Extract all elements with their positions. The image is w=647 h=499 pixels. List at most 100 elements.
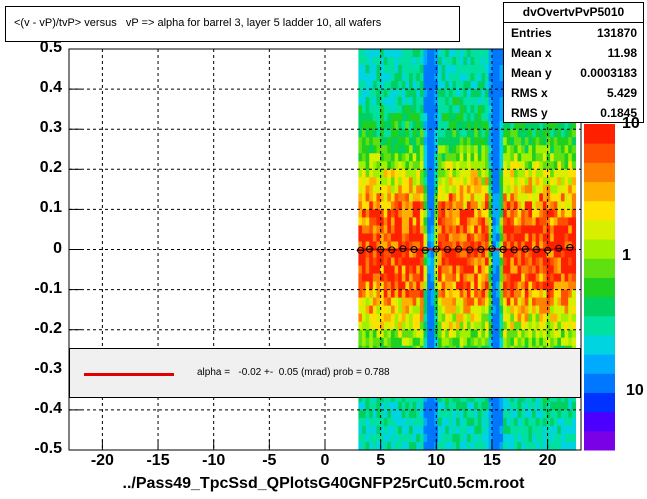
heatmap-cell xyxy=(398,329,403,339)
heatmap-cell xyxy=(401,57,407,66)
heatmap-cell xyxy=(398,241,403,251)
heatmap-cell xyxy=(474,121,479,130)
heatmap-cell xyxy=(477,313,482,323)
heatmap-cell xyxy=(571,433,577,443)
heatmap-cell xyxy=(503,209,508,219)
heatmap-cell xyxy=(448,177,454,186)
heatmap-cell xyxy=(394,89,399,98)
heatmap-cell xyxy=(535,329,540,339)
heatmap-cell xyxy=(564,121,569,130)
heatmap-cell xyxy=(503,217,508,227)
heatmap-cell xyxy=(445,89,450,98)
heatmap-cell xyxy=(459,105,464,114)
heatmap-cell xyxy=(532,233,537,243)
heatmap-cell xyxy=(488,97,493,106)
profile-point xyxy=(510,246,518,254)
heatmap-cell xyxy=(423,137,428,146)
heatmap-cell xyxy=(372,233,378,243)
heatmap-cell xyxy=(445,145,450,154)
heatmap-cell xyxy=(394,297,399,307)
heatmap-cell xyxy=(416,433,421,443)
heatmap-cell xyxy=(510,161,515,170)
heatmap-cell xyxy=(521,121,526,130)
heatmap-cell xyxy=(506,169,511,178)
heatmap-cell xyxy=(459,129,464,138)
heatmap-cell xyxy=(430,185,435,194)
heatmap-cell xyxy=(362,305,367,315)
heatmap-cell xyxy=(513,121,519,130)
heatmap-cell xyxy=(528,225,533,235)
heatmap-cell xyxy=(532,273,537,283)
heatmap-cell xyxy=(445,57,450,66)
heatmap-cell xyxy=(466,169,472,178)
heatmap-cell xyxy=(459,441,464,451)
heatmap-cell xyxy=(401,121,407,130)
heatmap-cell xyxy=(470,193,475,202)
heatmap-cell xyxy=(488,145,493,154)
heatmap-cell xyxy=(416,441,421,451)
palette-swatch xyxy=(584,296,615,317)
heatmap-cell xyxy=(571,337,577,347)
heatmap-cell xyxy=(372,201,378,210)
heatmap-cell xyxy=(437,113,443,122)
heatmap-cell xyxy=(535,201,540,210)
heatmap-cell xyxy=(365,305,370,315)
heatmap-cell xyxy=(477,217,482,227)
heatmap-cell xyxy=(517,337,522,347)
heatmap-cell xyxy=(445,401,450,411)
heatmap-cell xyxy=(535,273,540,283)
heatmap-cell xyxy=(459,433,464,443)
heatmap-cell xyxy=(466,305,472,315)
heatmap-cell xyxy=(401,225,407,235)
heatmap-cell xyxy=(452,49,457,58)
heatmap-cell xyxy=(463,49,468,58)
heatmap-cell xyxy=(495,257,501,267)
heatmap-cell xyxy=(416,305,421,315)
heatmap-cell xyxy=(470,185,475,194)
heatmap-cell xyxy=(557,193,562,202)
heatmap-cell xyxy=(372,289,378,299)
heatmap-cell xyxy=(365,121,370,130)
heatmap-cell xyxy=(481,73,486,82)
heatmap-cell xyxy=(419,305,425,315)
heatmap-cell xyxy=(441,441,446,451)
heatmap-cell xyxy=(557,233,562,243)
x-tick-label: -15 xyxy=(146,452,170,469)
heatmap-cell xyxy=(521,169,526,178)
heatmap-cell xyxy=(445,329,450,339)
heatmap-cell xyxy=(445,217,450,227)
heatmap-cell xyxy=(466,145,472,154)
heatmap-cell xyxy=(383,57,388,66)
heatmap-cell xyxy=(412,433,417,443)
heatmap-cell xyxy=(568,217,573,227)
heatmap-cell xyxy=(409,97,414,106)
heatmap-cell xyxy=(419,193,425,202)
heatmap-cell xyxy=(528,313,533,323)
heatmap-cell xyxy=(394,65,399,74)
heatmap-cell xyxy=(510,233,515,243)
heatmap-cell xyxy=(546,185,551,194)
heatmap-cell xyxy=(477,169,482,178)
heatmap-cell xyxy=(365,225,370,235)
heatmap-cell xyxy=(477,425,482,435)
heatmap-cell xyxy=(401,137,407,146)
heatmap-cell xyxy=(474,161,479,170)
heatmap-cell xyxy=(358,337,363,347)
heatmap-cell xyxy=(488,401,493,411)
heatmap-cell xyxy=(532,225,537,235)
heatmap-cell xyxy=(398,65,403,74)
heatmap-cell xyxy=(506,185,511,194)
heatmap-cell xyxy=(427,57,432,66)
heatmap-cell xyxy=(456,409,461,419)
heatmap-cell xyxy=(390,65,396,74)
heatmap-cell xyxy=(383,81,388,90)
heatmap-cell xyxy=(535,305,540,315)
heatmap-cell xyxy=(427,409,432,419)
heatmap-cell xyxy=(412,177,417,186)
heatmap-cell xyxy=(568,153,573,162)
palette-swatch xyxy=(584,392,615,413)
heatmap-cell xyxy=(365,129,370,138)
heatmap-cell xyxy=(532,249,537,259)
heatmap-cell xyxy=(445,81,450,90)
heatmap-cell xyxy=(560,289,566,299)
